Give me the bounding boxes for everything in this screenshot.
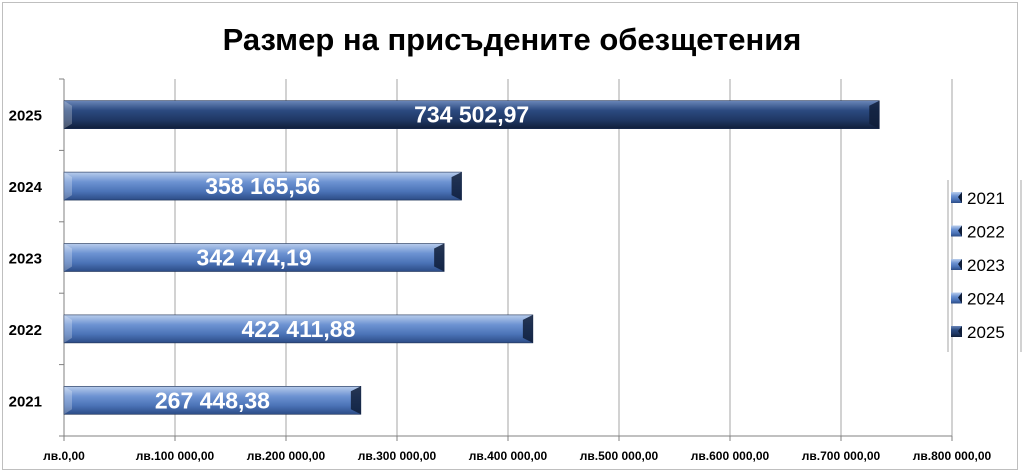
legend-swatch-2024	[951, 292, 962, 304]
bar-2021	[63, 385, 362, 415]
x-tick-label: лв.400 000,00	[469, 449, 548, 463]
legend-swatch-2023	[951, 259, 962, 270]
data-label: 342 474,19	[197, 245, 312, 271]
category-label: 2021	[9, 393, 42, 410]
x-tick-label: лв.500 000,00	[580, 449, 659, 463]
x-tick-label: лв.600 000,00	[691, 449, 770, 463]
category-label: 2022	[9, 322, 42, 339]
data-label: 734 502,97	[414, 102, 529, 128]
bar-bevel-end	[350, 386, 361, 415]
legend-swatch-bevel	[958, 259, 962, 270]
legend-label: 2023	[967, 256, 1005, 275]
data-label: 267 448,38	[155, 387, 270, 413]
legend-label: 2025	[967, 323, 1005, 342]
x-tick-label: лв.300 000,00	[358, 449, 437, 463]
x-tick-label: лв.200 000,00	[247, 449, 326, 463]
bar-2025	[63, 100, 880, 129]
legend-label: 2024	[967, 290, 1005, 309]
legend-swatch-bevel	[958, 326, 962, 337]
category-label: 2024	[9, 179, 43, 196]
category-label: 2023	[9, 251, 42, 268]
bar-bevel-end	[869, 100, 880, 129]
x-tick-label: лв.100 000,00	[136, 449, 215, 463]
legend-swatch-2021	[951, 192, 962, 203]
bar-bevel-start	[64, 172, 72, 201]
bar-2022	[63, 314, 534, 344]
bar-2023	[63, 243, 445, 272]
x-tick-label: лв.800 000,00	[913, 449, 992, 463]
bar-bevel-start	[64, 386, 72, 415]
bar-bevel-end	[522, 314, 533, 343]
bar-bevel-end	[451, 172, 462, 201]
bar-bevel-start	[64, 314, 72, 343]
x-tick-label: лв.700 000,00	[802, 449, 881, 463]
chart-frame	[2, 2, 1018, 470]
bar-bevel-start	[64, 243, 72, 272]
legend-swatch-bevel	[958, 225, 962, 237]
legend-swatch-2022	[951, 225, 962, 237]
bar-bevel-end	[434, 243, 445, 272]
legend-label: 2021	[967, 189, 1005, 208]
legend-swatch-bevel	[958, 192, 962, 203]
legend-label: 2022	[967, 223, 1005, 242]
chart-title: Размер на присъдените обезщетения	[222, 22, 802, 57]
data-label: 358 165,56	[205, 173, 320, 199]
category-label: 2025	[9, 108, 42, 125]
bar-2024	[63, 171, 462, 201]
legend-swatch-bevel	[958, 292, 962, 304]
x-tick-label: лв.0,00	[43, 449, 85, 463]
bar-bevel-start	[64, 100, 72, 129]
data-label: 422 411,88	[242, 316, 356, 342]
legend-swatch-2025	[951, 326, 962, 337]
